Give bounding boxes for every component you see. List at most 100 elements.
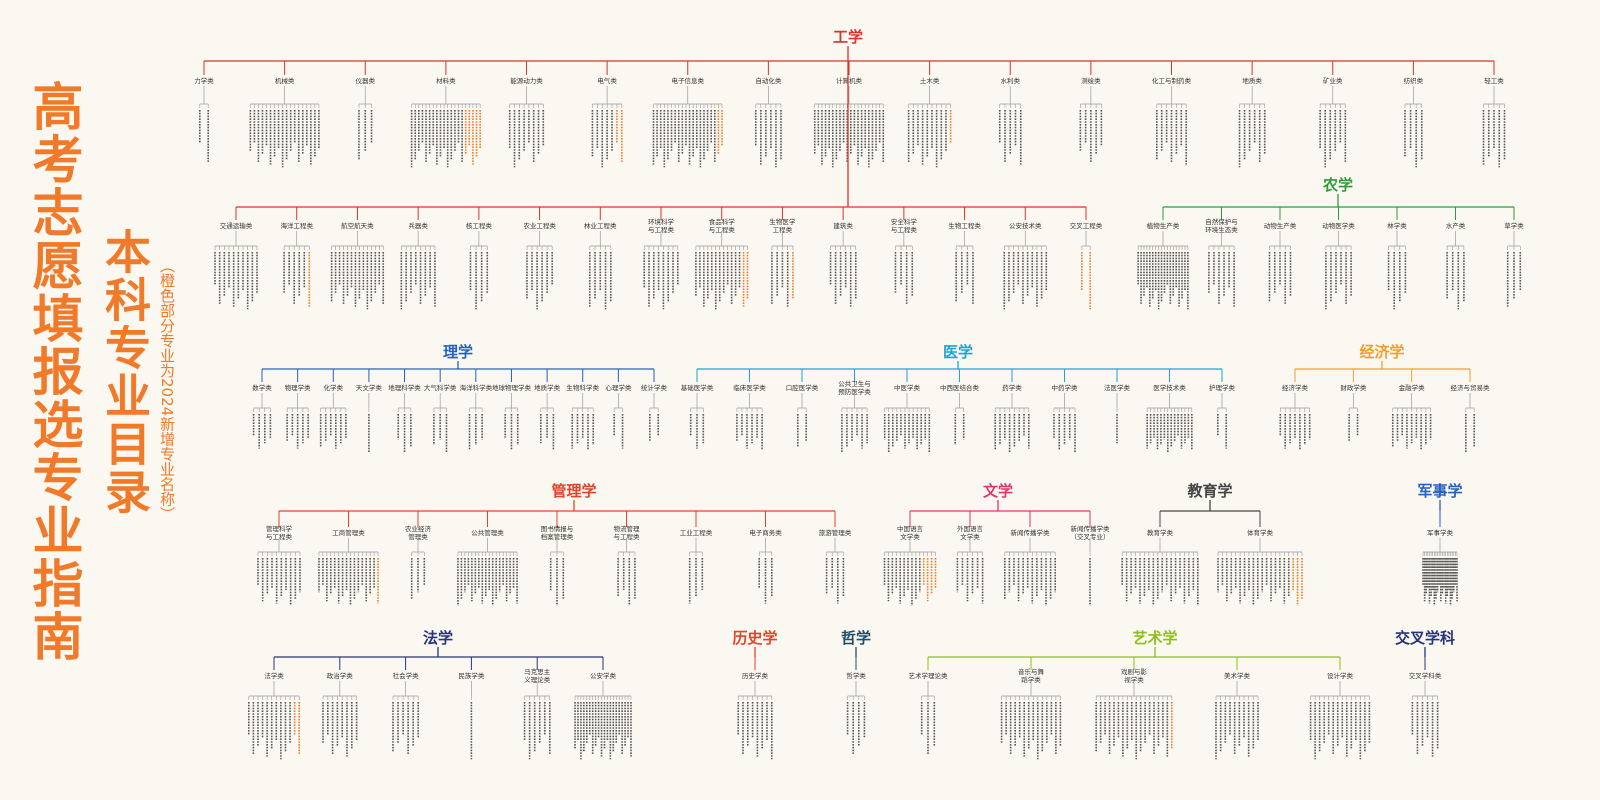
subcategory-label: 海洋工程类 [280, 221, 313, 230]
subcategory-label: 地质学类 [534, 383, 561, 392]
subcategory-label: 体育学类 [1247, 528, 1274, 537]
subcategory-label: 建筑类 [833, 221, 853, 230]
subcategory-label: 动物生产类 [1264, 221, 1297, 230]
subcategory-label: 公安技术类 [1009, 221, 1042, 230]
subcategory-label: 公共卫生与预防医学类 [838, 379, 871, 396]
subcategory-label: 电子商务类 [749, 528, 782, 537]
subcategory-label: 药学类 [1002, 383, 1022, 392]
sub-title: 本科专业目录 [98, 228, 152, 516]
subcategory-label: 水产类 [1446, 221, 1466, 230]
subcategory-label: 植物生产类 [1147, 221, 1180, 230]
subcategory-label: 安全科学与工程类 [891, 217, 918, 234]
subcategory-label: 工业工程类 [680, 528, 713, 537]
subcategory-label: 水利类 [1001, 76, 1021, 85]
category-title: 交叉学科 [1395, 629, 1455, 647]
title-note: （橙色部分专业为2024新增专业名称） [158, 258, 176, 522]
category-title: 历史学 [732, 629, 777, 647]
subcategory-label: 军事学类 [1427, 528, 1454, 537]
subcategory-label: 公安学类 [590, 671, 617, 680]
subcategory-label: 心理学类 [605, 383, 632, 392]
subcategory-label: 仪器类 [356, 76, 376, 85]
subcategory-label: 交叉学科类 [1409, 671, 1442, 680]
subcategory-label: 护理学类 [1209, 383, 1236, 392]
subcategory-label: 能源动力类 [510, 76, 543, 85]
subcategory-label: 公共管理类 [471, 528, 504, 537]
subcategory-label: 矿业类 [1323, 76, 1343, 85]
subcategory-label: 哲学类 [846, 671, 866, 680]
category-title: 工学 [833, 28, 863, 46]
subcategory-label: 生物工程类 [948, 221, 981, 230]
subcategory-label: 材料类 [436, 76, 456, 85]
subcategory-label: 物理学类 [285, 383, 312, 392]
subcategory-label: 口腔医学类 [786, 383, 819, 392]
subcategory-label: 力学类 [194, 76, 214, 85]
category-title: 理学 [443, 343, 473, 361]
category-title: 医学 [943, 343, 973, 361]
subcategory-label: 工商管理类 [332, 528, 365, 537]
subcategory-label: 地质类 [1242, 76, 1262, 85]
subcategory-label: 中医学类 [894, 383, 921, 392]
subcategory-label: 生物科学类 [566, 383, 599, 392]
subcategory-label: 航空航天类 [341, 221, 374, 230]
subcategory-label: 基础医学类 [681, 383, 714, 392]
subcategory-label: 化工与制药类 [1152, 76, 1192, 85]
subcategory-label: 林业工程类 [584, 221, 617, 230]
subcategory-label: 设计学类 [1327, 671, 1354, 680]
category-title: 经济学 [1359, 343, 1404, 361]
subcategory-label: 农业工程类 [523, 221, 556, 230]
subcategory-label: 法学类 [264, 671, 284, 680]
subcategory-label: 计算机类 [836, 76, 863, 85]
subcategory-label: 中西医结合类 [940, 383, 980, 392]
category-title: 教育学 [1186, 482, 1232, 500]
subcategory-label: 金融学类 [1399, 383, 1426, 392]
subcategory-label: 交通运输类 [220, 221, 253, 230]
subcategory-label: 新闻传播学类（交叉专业） [1071, 524, 1111, 541]
subcategory-label: 大气科学类 [424, 383, 457, 392]
subcategory-label: 生物医学工程类 [769, 217, 796, 234]
subcategory-label: 法医学类 [1104, 383, 1131, 392]
category-title: 艺术学 [1132, 629, 1177, 647]
subcategory-label: 外国语言文学类 [957, 524, 984, 541]
subcategory-label: 政治学类 [327, 671, 354, 680]
subcategory-label: 环境科学与工程类 [648, 217, 675, 234]
subcategory-label: 化学类 [324, 383, 344, 392]
subcategory-label: 海洋科学类 [460, 383, 493, 392]
subcategory-label: 食品科学与工程类 [709, 217, 736, 234]
subcategory-label: 社会学类 [393, 671, 420, 680]
subcategory-label: 自然保护与环境生态类 [1205, 217, 1238, 234]
category-title: 哲学 [841, 629, 871, 647]
subcategory-label: 天文学类 [356, 383, 383, 392]
subcategory-label: 交叉工程类 [1070, 221, 1103, 230]
subcategory-label: 音乐与舞蹈学类 [1018, 667, 1045, 684]
subcategory-label: 测绘类 [1081, 76, 1101, 85]
category-gongxue2: 交通运输类 海洋工程类 航空航天类 兵器类 核工程类 农业工程类 林业工程类 环境科学与工程类… [214, 61, 1103, 310]
subcategory-label: 电气类 [597, 76, 617, 85]
subcategory-label: 地理科学类 [388, 383, 421, 392]
subcategory-label: 艺术学理论类 [909, 671, 949, 680]
subcategory-label: 历史学类 [742, 671, 769, 680]
subcategory-label: 中药学类 [1052, 383, 1079, 392]
subcategory-label: 土木类 [920, 76, 940, 85]
subcategory-label: 动物医学类 [1322, 221, 1355, 230]
category-title: 管理学 [551, 482, 596, 500]
subcategory-label: 经济与贸易类 [1451, 383, 1491, 392]
subcategory-label: 马克思主义理论类 [524, 667, 551, 684]
subcategory-label: 中国语言文学类 [897, 524, 924, 541]
category-title: 法学 [423, 629, 453, 647]
subcategory-label: 民族学类 [458, 671, 485, 680]
subcategory-label: 电子信息类 [672, 76, 705, 85]
subcategory-label: 草学类 [1504, 221, 1524, 230]
subcategory-label: 地球物理学类 [492, 383, 532, 392]
